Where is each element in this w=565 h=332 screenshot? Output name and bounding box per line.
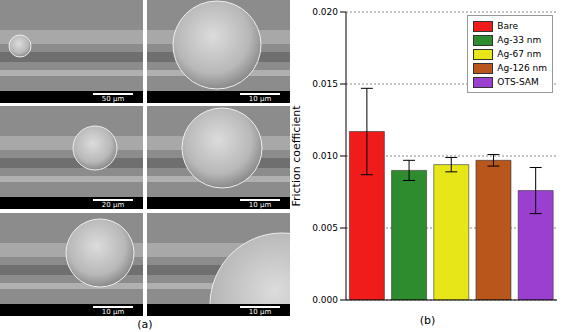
svg-text:10 μm: 10 μm [249, 95, 272, 103]
svg-text:50 μm: 50 μm [102, 95, 125, 103]
svg-text:10 μm: 10 μm [102, 308, 125, 316]
html-text:OTS-SAM: OTS-SAM [497, 77, 539, 87]
svg-text:0.015: 0.015 [312, 79, 338, 89]
svg-text:(a): (a) [137, 318, 152, 331]
svg-text:0.005: 0.005 [312, 223, 338, 233]
svg-text:10 μm: 10 μm [249, 201, 272, 209]
html-text:Ag-33 nm: Ag-33 nm [497, 35, 542, 45]
svg-text:10 μm: 10 μm [249, 308, 272, 316]
html-text:Ag-126 nm: Ag-126 nm [497, 63, 547, 73]
svg-text:20 μm: 20 μm [102, 201, 125, 209]
svg-text:0.010: 0.010 [312, 151, 338, 161]
svg-text:0.000: 0.000 [312, 295, 338, 305]
html-text:(b): (b) [419, 314, 436, 327]
html-text:Ag-67 nm: Ag-67 nm [497, 49, 542, 59]
svg-text:Friction coefficient: Friction coefficient [290, 105, 303, 207]
svg-text:0.020: 0.020 [312, 7, 338, 17]
html-text:Bare: Bare [497, 21, 519, 31]
